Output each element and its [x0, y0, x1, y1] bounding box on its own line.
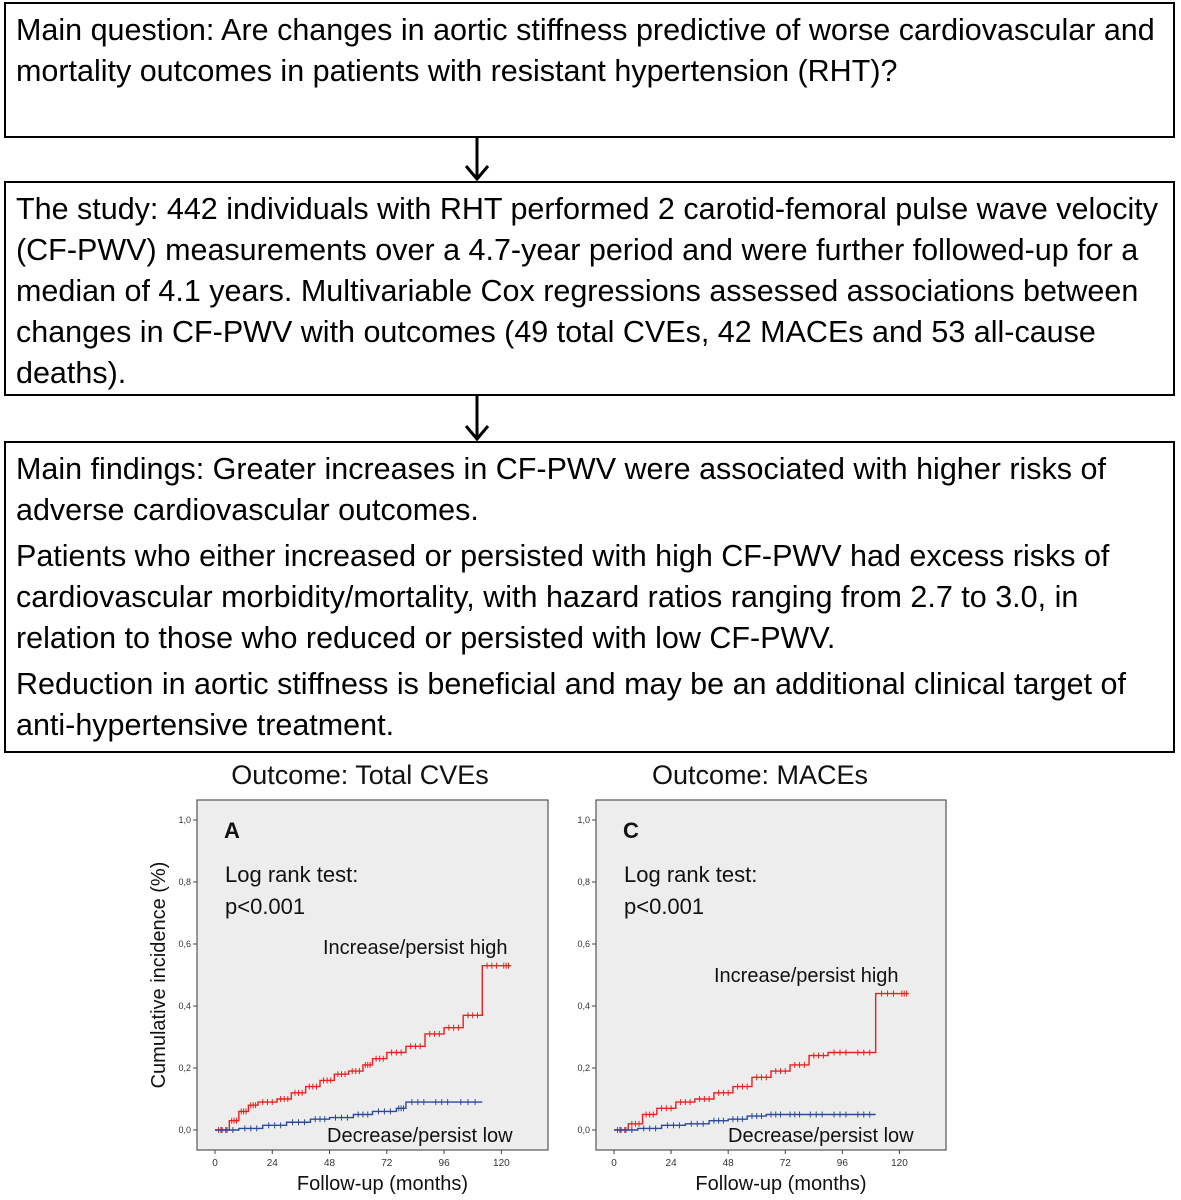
y-tick-label: 0,2: [178, 1063, 191, 1073]
x-axis-label: Follow-up (months): [695, 1173, 866, 1195]
main-question-box: Main question: Are changes in aortic sti…: [4, 2, 1175, 138]
down-arrow-icon: [464, 138, 490, 182]
series-label: Decrease/persist low: [728, 1125, 914, 1147]
y-tick-label: 0,0: [178, 1125, 191, 1135]
y-tick-label: 1,0: [577, 815, 590, 825]
km-charts: 0,0 0,2 0,4 0,6 0,8 1,0 0 24 48 72 96 120 Increase/p…: [148, 799, 947, 1195]
series-line: [614, 1113, 876, 1131]
annotation-line-1: Log rank test:: [624, 862, 757, 887]
series-line: [215, 965, 511, 1131]
x-tick-label: 24: [267, 1158, 279, 1169]
series-label: Increase/persist high: [714, 965, 899, 987]
y-tick-label: 0,4: [577, 1001, 590, 1011]
x-tick-label: 0: [611, 1158, 617, 1169]
study-text: The study: 442 individuals with RHT perf…: [16, 192, 1159, 390]
findings-paragraph-3: Reduction in aortic stiffness is benefic…: [16, 667, 1126, 742]
annotation-line-1: Log rank test:: [225, 862, 358, 887]
series-label: Decrease/persist low: [327, 1125, 513, 1147]
y-tick-label: 0,4: [178, 1001, 191, 1011]
x-axis-label: Follow-up (months): [297, 1173, 468, 1195]
y-tick-label: 0,2: [577, 1063, 590, 1073]
y-tick-label: 0,6: [178, 939, 191, 949]
series-label: Increase/persist high: [323, 937, 508, 959]
chart-c: 0,0 0,2 0,4 0,6 0,8 1,0 0 24 48 72 96 120 Increase/p…: [577, 799, 947, 1195]
study-box: The study: 442 individuals with RHT perf…: [4, 181, 1175, 396]
chart-c-title: Outcome: MACEs: [651, 760, 869, 790]
y-tick-label: 0,8: [577, 877, 590, 887]
chart-a: 0,0 0,2 0,4 0,6 0,8 1,0 0 24 48 72 96 120 Increase/p…: [148, 799, 549, 1195]
findings-box: Main findings: Greater increases in CF-P…: [4, 441, 1175, 753]
y-tick-label: 1,0: [178, 815, 191, 825]
annotation-line-2: p<0.001: [225, 894, 305, 919]
y-axis-label: Cumulative incidence (%): [148, 862, 170, 1089]
y-tick-label: 0,8: [178, 877, 191, 887]
chart-a-title: Outcome: Total CVEs: [231, 760, 489, 790]
plot-panel: [595, 799, 947, 1151]
x-tick-label: 0: [212, 1158, 218, 1169]
plot-panel: [196, 799, 549, 1151]
findings-paragraph-2: Patients who either increased or persist…: [16, 539, 1110, 655]
x-tick-label: 72: [381, 1158, 393, 1169]
panel-label: A: [224, 818, 240, 843]
y-tick-label: 0,0: [577, 1125, 590, 1135]
x-tick-label: 48: [723, 1158, 735, 1169]
x-tick-label: 24: [666, 1158, 678, 1169]
x-tick-label: 48: [324, 1158, 336, 1169]
main-question-text: Main question: Are changes in aortic sti…: [16, 13, 1155, 88]
x-tick-label: 96: [837, 1158, 849, 1169]
x-tick-label: 120: [493, 1158, 510, 1169]
x-tick-label: 96: [439, 1158, 451, 1169]
annotation-line-2: p<0.001: [624, 894, 704, 919]
down-arrow-icon: [464, 396, 490, 442]
panel-label: C: [623, 818, 639, 843]
x-tick-label: 72: [780, 1158, 792, 1169]
y-tick-label: 0,6: [577, 939, 590, 949]
findings-paragraph-1: Main findings: Greater increases in CF-P…: [16, 452, 1106, 527]
x-tick-label: 120: [891, 1158, 908, 1169]
